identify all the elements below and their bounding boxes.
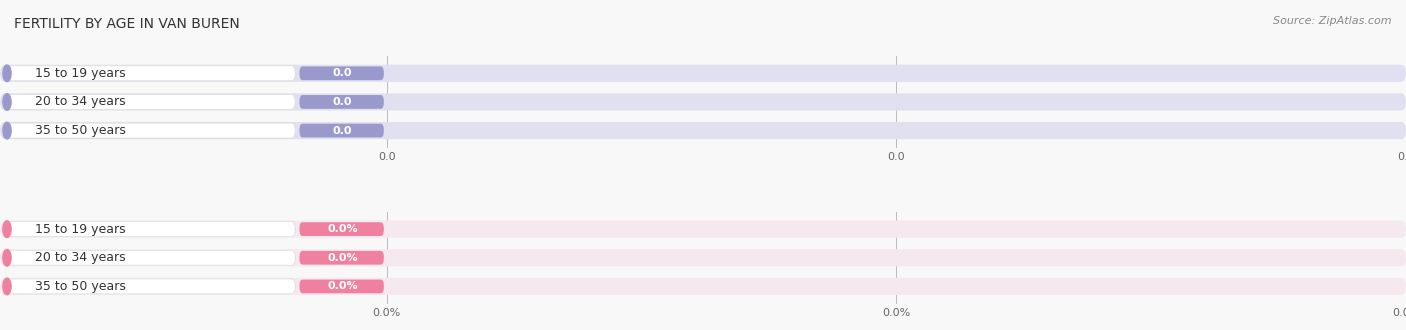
Text: 35 to 50 years: 35 to 50 years [35, 280, 127, 293]
FancyBboxPatch shape [3, 250, 295, 265]
Circle shape [3, 278, 11, 295]
FancyBboxPatch shape [299, 222, 384, 236]
FancyBboxPatch shape [0, 122, 1406, 139]
Circle shape [3, 122, 11, 139]
Text: 0.0%: 0.0% [328, 224, 357, 234]
Circle shape [3, 249, 11, 266]
Text: 20 to 34 years: 20 to 34 years [35, 251, 125, 264]
Text: 0.0%: 0.0% [328, 281, 357, 291]
Text: 0.0%: 0.0% [328, 253, 357, 263]
Circle shape [3, 65, 11, 82]
FancyBboxPatch shape [0, 93, 1406, 111]
FancyBboxPatch shape [0, 220, 1406, 238]
FancyBboxPatch shape [3, 66, 295, 81]
Text: 0.0: 0.0 [333, 97, 352, 107]
Text: 15 to 19 years: 15 to 19 years [35, 223, 125, 236]
FancyBboxPatch shape [0, 249, 1406, 266]
Text: 0.0: 0.0 [333, 68, 352, 78]
FancyBboxPatch shape [299, 124, 384, 138]
Text: Source: ZipAtlas.com: Source: ZipAtlas.com [1274, 16, 1392, 26]
Text: 15 to 19 years: 15 to 19 years [35, 67, 125, 80]
FancyBboxPatch shape [299, 95, 384, 109]
Text: 20 to 34 years: 20 to 34 years [35, 95, 125, 109]
FancyBboxPatch shape [299, 66, 384, 80]
Text: FERTILITY BY AGE IN VAN BUREN: FERTILITY BY AGE IN VAN BUREN [14, 16, 240, 30]
FancyBboxPatch shape [3, 279, 295, 294]
Text: 35 to 50 years: 35 to 50 years [35, 124, 127, 137]
Text: 0.0: 0.0 [333, 126, 352, 136]
FancyBboxPatch shape [299, 251, 384, 265]
FancyBboxPatch shape [0, 65, 1406, 82]
FancyBboxPatch shape [299, 280, 384, 293]
Circle shape [3, 221, 11, 237]
Circle shape [3, 94, 11, 110]
FancyBboxPatch shape [3, 222, 295, 237]
FancyBboxPatch shape [3, 94, 295, 109]
FancyBboxPatch shape [3, 123, 295, 138]
FancyBboxPatch shape [0, 278, 1406, 295]
